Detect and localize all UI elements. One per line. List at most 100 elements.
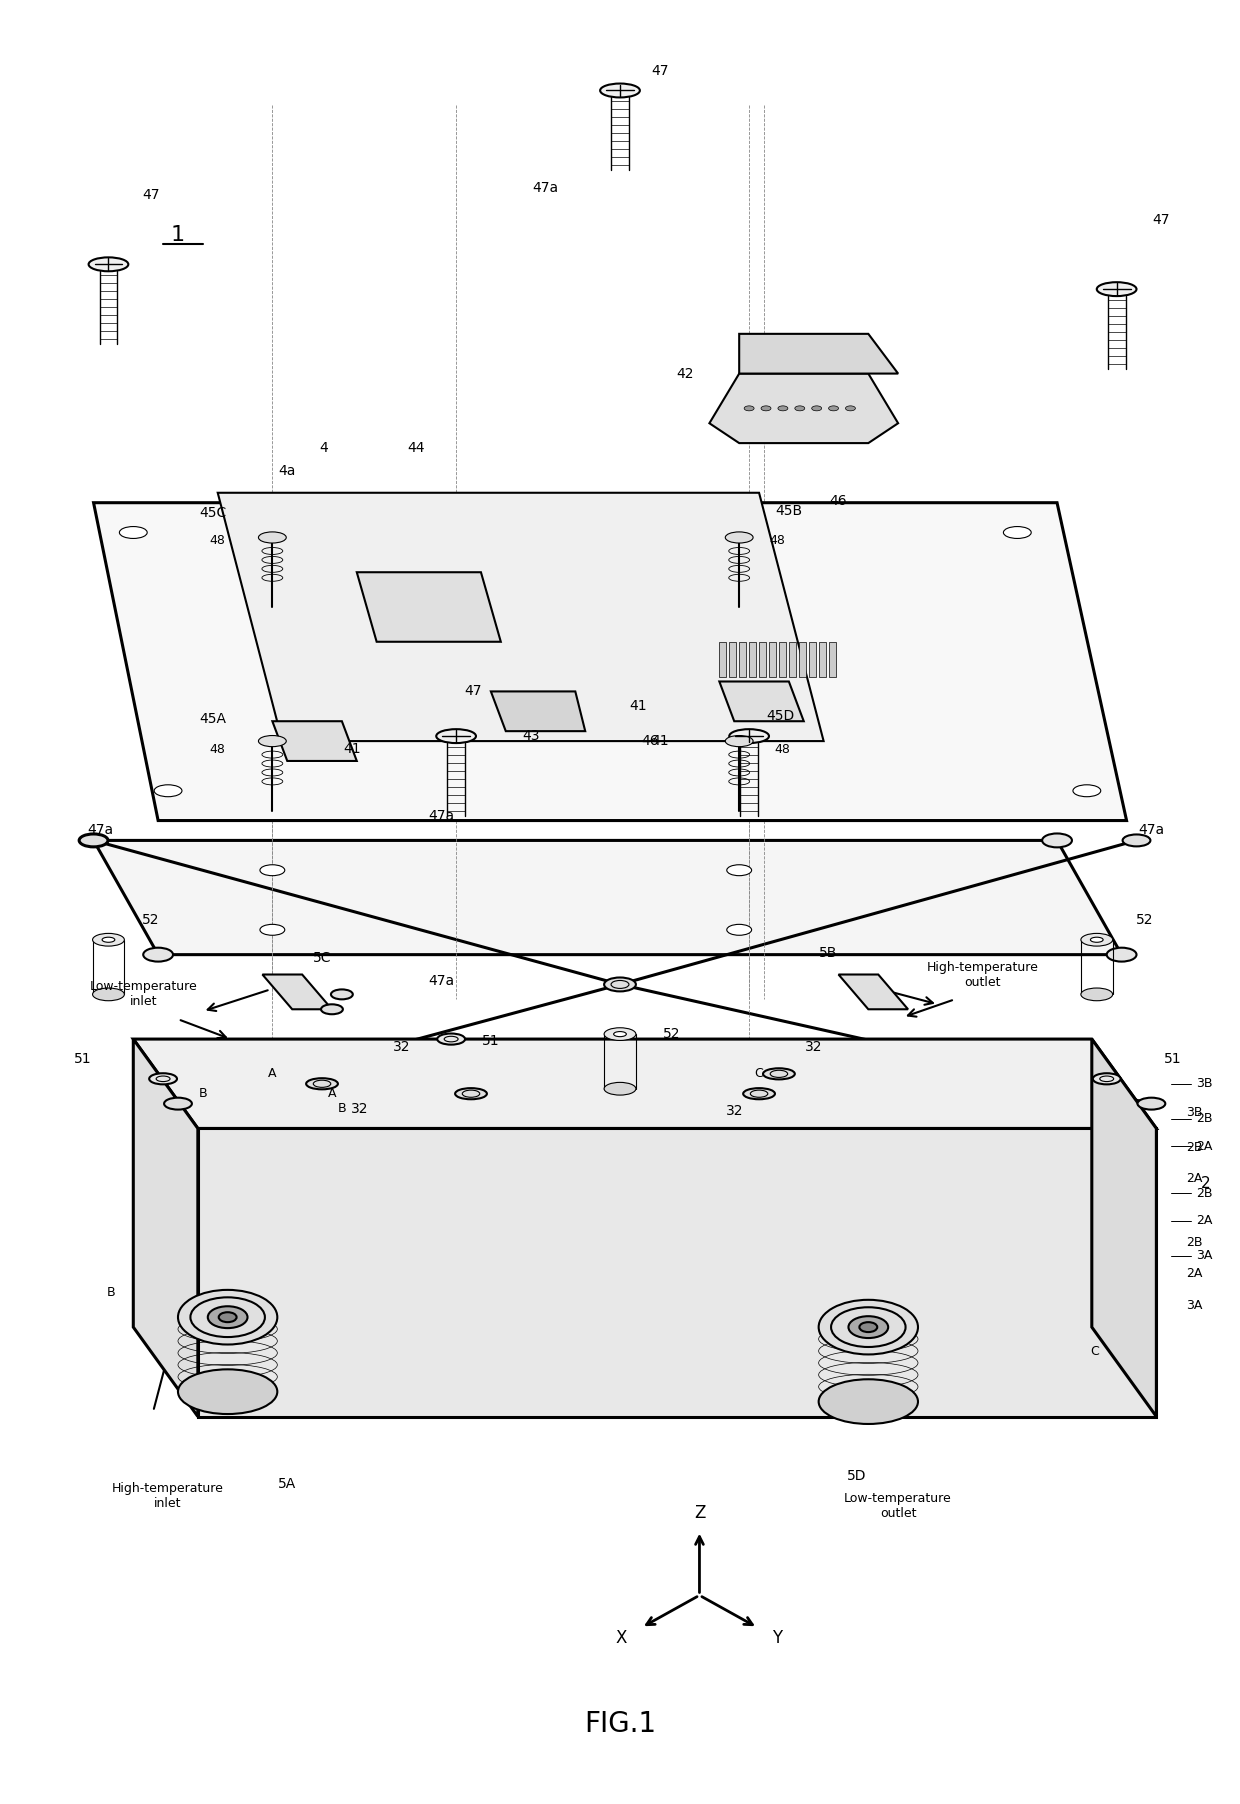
Ellipse shape	[795, 406, 805, 411]
Ellipse shape	[258, 736, 286, 747]
Ellipse shape	[436, 729, 476, 743]
Ellipse shape	[727, 924, 751, 934]
Text: 5A: 5A	[278, 1477, 296, 1492]
Text: 47: 47	[651, 63, 668, 78]
Text: 51: 51	[482, 1034, 500, 1048]
Ellipse shape	[761, 406, 771, 411]
Ellipse shape	[455, 1088, 487, 1099]
Text: High-temperature
outlet: High-temperature outlet	[926, 960, 1038, 989]
Text: 48: 48	[210, 743, 226, 756]
Ellipse shape	[78, 833, 108, 848]
Ellipse shape	[154, 785, 182, 797]
Polygon shape	[709, 373, 898, 444]
Text: 32: 32	[393, 1041, 410, 1054]
Text: 4a: 4a	[279, 464, 296, 478]
Polygon shape	[838, 974, 908, 1008]
Polygon shape	[749, 642, 756, 676]
Ellipse shape	[1096, 281, 1137, 296]
Text: 47a: 47a	[1138, 823, 1164, 837]
Polygon shape	[828, 642, 836, 676]
Text: 47a: 47a	[428, 974, 454, 989]
Text: 52: 52	[143, 913, 160, 927]
Polygon shape	[719, 642, 727, 676]
Text: 47: 47	[143, 188, 160, 202]
Ellipse shape	[164, 1097, 192, 1109]
Ellipse shape	[102, 938, 115, 942]
Text: 32: 32	[725, 1104, 743, 1118]
Ellipse shape	[93, 933, 124, 945]
Text: C: C	[1090, 1346, 1099, 1358]
Ellipse shape	[1122, 835, 1151, 846]
Ellipse shape	[438, 1034, 465, 1045]
Text: 3B: 3B	[1197, 1077, 1213, 1090]
Text: 2A: 2A	[1187, 1173, 1203, 1185]
Ellipse shape	[604, 1028, 636, 1041]
Text: Y: Y	[773, 1629, 782, 1647]
Text: 47: 47	[464, 684, 482, 698]
Text: 2B: 2B	[1187, 1236, 1203, 1248]
Text: 2B: 2B	[1187, 1140, 1203, 1153]
Text: 46: 46	[830, 494, 847, 507]
Text: B: B	[337, 1102, 346, 1115]
Polygon shape	[739, 334, 898, 373]
Ellipse shape	[1073, 785, 1101, 797]
Text: High-temperature
inlet: High-temperature inlet	[112, 1481, 224, 1510]
Text: 45B: 45B	[775, 503, 802, 518]
Text: 32: 32	[351, 1102, 368, 1115]
Polygon shape	[198, 1129, 1157, 1416]
Polygon shape	[799, 642, 806, 676]
Polygon shape	[818, 642, 826, 676]
Text: 47: 47	[1153, 213, 1171, 227]
Text: 2: 2	[1202, 1176, 1210, 1191]
Ellipse shape	[846, 406, 856, 411]
Text: B: B	[107, 1286, 115, 1299]
Text: A: A	[327, 1088, 336, 1100]
Text: 51: 51	[74, 1052, 92, 1066]
Text: 45D: 45D	[766, 709, 795, 723]
Text: 5C: 5C	[312, 951, 331, 965]
Text: C: C	[755, 1068, 764, 1081]
Polygon shape	[263, 974, 332, 1008]
Ellipse shape	[614, 1032, 626, 1037]
Text: 47a: 47a	[88, 823, 114, 837]
Text: B: B	[198, 1088, 207, 1100]
Ellipse shape	[331, 989, 353, 999]
Polygon shape	[1091, 1039, 1157, 1416]
Ellipse shape	[1042, 833, 1071, 848]
Ellipse shape	[218, 1312, 237, 1322]
Ellipse shape	[812, 406, 822, 411]
Ellipse shape	[743, 1088, 775, 1099]
Text: 51: 51	[1164, 1052, 1182, 1066]
Text: 43: 43	[522, 729, 539, 743]
Ellipse shape	[119, 527, 148, 538]
Ellipse shape	[818, 1380, 918, 1423]
Text: 3A: 3A	[1187, 1299, 1203, 1312]
Ellipse shape	[1081, 933, 1112, 945]
Polygon shape	[769, 642, 776, 676]
Ellipse shape	[828, 406, 838, 411]
Text: 3A: 3A	[1197, 1248, 1213, 1263]
Ellipse shape	[144, 947, 174, 962]
Ellipse shape	[1137, 1097, 1166, 1109]
Polygon shape	[491, 691, 585, 731]
Ellipse shape	[93, 989, 124, 1001]
Text: 3B: 3B	[1187, 1106, 1203, 1118]
Polygon shape	[133, 1039, 198, 1416]
Text: 1: 1	[171, 224, 185, 245]
Text: 2A: 2A	[1197, 1214, 1213, 1227]
Ellipse shape	[260, 924, 285, 934]
Text: 41: 41	[651, 734, 668, 749]
Ellipse shape	[859, 1322, 877, 1331]
Text: 48: 48	[769, 534, 785, 547]
Ellipse shape	[848, 1317, 888, 1339]
Ellipse shape	[604, 978, 636, 992]
Polygon shape	[789, 642, 796, 676]
Ellipse shape	[179, 1369, 278, 1414]
Text: 52: 52	[663, 1026, 681, 1041]
Text: 52: 52	[1136, 913, 1153, 927]
Text: X: X	[616, 1629, 627, 1647]
Text: 5B: 5B	[820, 945, 838, 960]
Text: 46: 46	[641, 734, 658, 749]
Polygon shape	[133, 1039, 1157, 1129]
Polygon shape	[357, 572, 501, 642]
